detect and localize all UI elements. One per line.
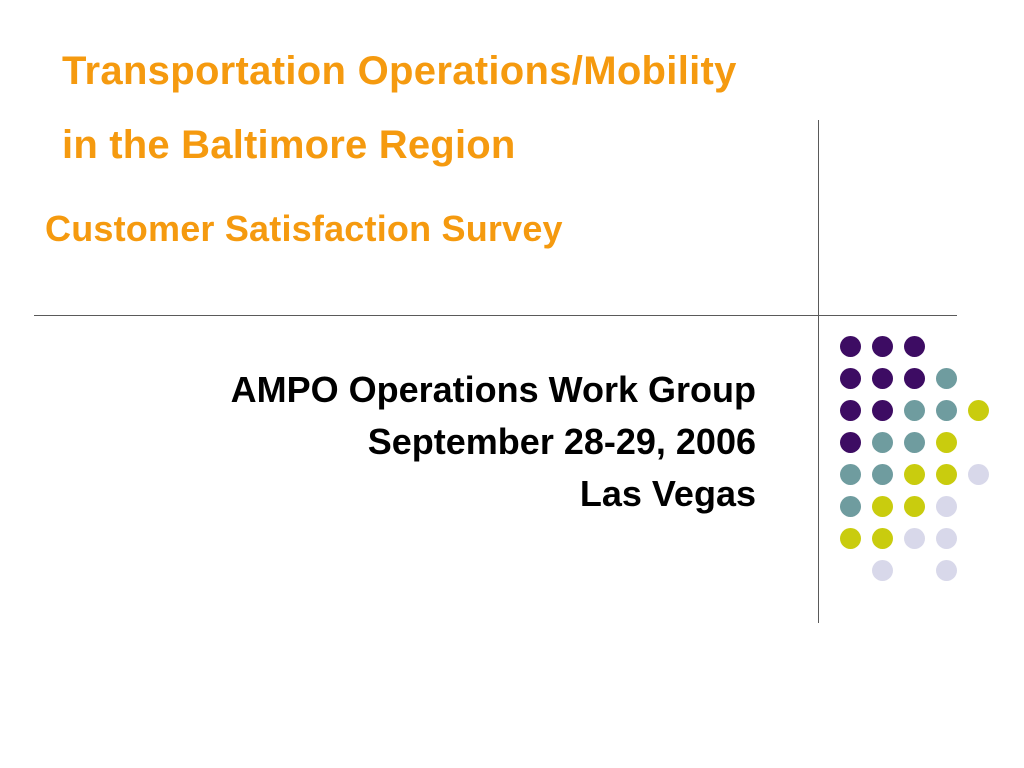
horizontal-divider (34, 315, 957, 316)
vertical-divider (818, 120, 819, 623)
slide-title-line-1: Transportation Operations/Mobility (62, 49, 737, 93)
dot-purple (840, 400, 861, 421)
dot-purple (904, 336, 925, 357)
dot-lavender (872, 560, 893, 581)
dot-teal (936, 368, 957, 389)
dot-lime (872, 528, 893, 549)
event-info: AMPO Operations Work Group September 28-… (231, 364, 756, 520)
event-location: Las Vegas (579, 473, 756, 514)
dot-lavender (936, 560, 957, 581)
dot-teal (872, 432, 893, 453)
dot-teal (872, 464, 893, 485)
event-date: September 28-29, 2006 (367, 421, 756, 462)
dot-teal (840, 496, 861, 517)
dot-teal (840, 464, 861, 485)
dot-lime (840, 528, 861, 549)
dot-lavender (904, 528, 925, 549)
dot-purple (872, 336, 893, 357)
event-group-name: AMPO Operations Work Group (230, 369, 756, 410)
dot-purple (840, 368, 861, 389)
dot-lime (936, 432, 957, 453)
dot-purple (872, 368, 893, 389)
dot-purple (872, 400, 893, 421)
dot-teal (904, 400, 925, 421)
slide-title-line-2: in the Baltimore Region (62, 123, 516, 167)
dot-purple (904, 368, 925, 389)
dot-lime (872, 496, 893, 517)
dot-lime (904, 464, 925, 485)
dot-teal (904, 432, 925, 453)
slide-subtitle: Customer Satisfaction Survey (45, 208, 563, 249)
dot-purple (840, 432, 861, 453)
dot-lavender (968, 464, 989, 485)
dot-lavender (936, 496, 957, 517)
dot-lime (968, 400, 989, 421)
dot-lime (936, 464, 957, 485)
dot-teal (936, 400, 957, 421)
dot-lime (904, 496, 925, 517)
dot-purple (840, 336, 861, 357)
dot-lavender (936, 528, 957, 549)
